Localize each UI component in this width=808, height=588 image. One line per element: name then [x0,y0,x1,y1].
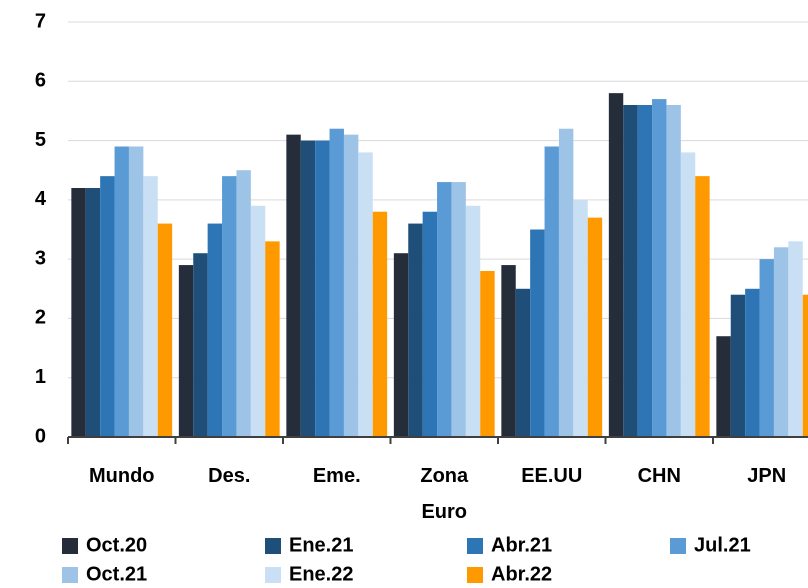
x-tick-label: Eme. [312,465,361,487]
bar [422,211,438,437]
bar [608,93,624,438]
bar [343,134,359,437]
bar [716,336,731,437]
bar [501,265,516,437]
bar [573,199,588,437]
y-tick-label: 5 [35,129,46,151]
legend-swatch [265,538,281,554]
legend-swatch [62,567,78,583]
bar [730,294,746,437]
legend-label: Abr.22 [491,563,552,585]
x-tick-label: CHN [637,465,681,487]
y-tick-label: 4 [35,188,47,210]
bar [515,288,531,437]
bar [530,229,545,437]
bar [114,146,129,437]
bar [745,288,760,437]
bar [437,182,452,437]
bar [802,294,808,437]
y-tick-label: 1 [35,366,46,388]
bar [465,205,481,437]
bar [788,241,803,437]
bar [329,128,344,437]
bar [759,259,774,437]
bar [558,128,574,437]
y-tick-label: 2 [35,307,46,329]
legend-label: Oct.21 [86,563,147,585]
bar [250,205,266,437]
bar [695,176,710,437]
bar [480,271,495,437]
bar [623,105,638,437]
bar [393,253,409,437]
bar [637,105,653,437]
legend-label: Oct.20 [86,534,147,556]
legend-label: Abr.21 [491,534,552,556]
bar [265,241,280,437]
bar [222,176,237,437]
bar [773,247,789,437]
bar [666,105,681,437]
x-tick-label: Mundo [88,465,155,487]
y-tick-label: 3 [35,247,46,269]
legend-swatch [467,538,483,554]
bar [372,211,388,437]
bar [544,146,559,437]
bar [100,176,115,437]
y-tick-label: 7 [35,10,46,32]
bar [85,188,101,437]
legend-label: Ene.22 [289,563,353,585]
legend-swatch [265,567,281,583]
legend-swatch [467,567,483,583]
bar [157,223,173,437]
bar [680,152,696,437]
bar [358,152,373,437]
y-tick-label: 0 [35,425,46,447]
bar [451,182,466,437]
bar [207,223,223,437]
bar [236,170,251,437]
x-tick-label: JPN [747,465,787,487]
x-tick-label: Zona Euro [420,465,469,523]
legend-label: Jul.21 [694,534,751,556]
bar [71,188,86,437]
y-tick-label: 6 [35,70,46,92]
bar [143,176,158,437]
legend-label: Ene.21 [289,534,353,556]
bar [178,265,194,437]
x-tick-label: EE.UU [521,465,583,487]
bar [286,134,301,437]
bar [300,140,316,438]
bar [652,99,667,438]
bar [315,140,330,438]
bar [193,253,208,437]
bar [408,223,423,437]
x-tick-label: Des. [208,465,251,487]
bar [128,146,144,437]
legend-swatch [62,538,78,554]
bar [587,217,603,437]
legend-swatch [670,538,686,554]
